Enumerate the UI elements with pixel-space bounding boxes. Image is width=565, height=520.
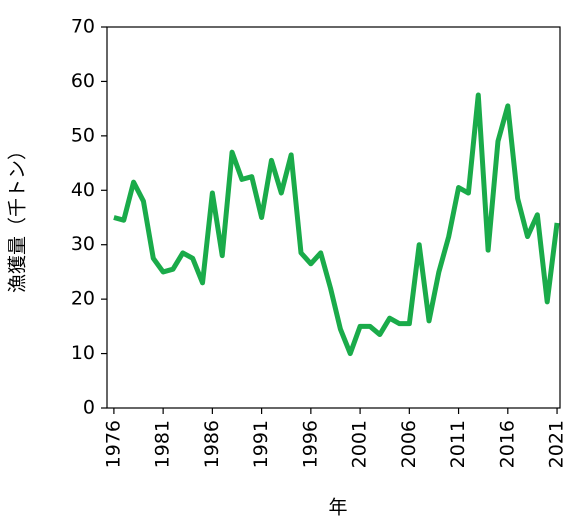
x-axis-label: 年 bbox=[328, 497, 347, 519]
y-tick-label: 30 bbox=[71, 233, 95, 255]
data-line bbox=[113, 92, 560, 357]
y-tick-label: 20 bbox=[71, 288, 95, 310]
y-axis-label: 漁獲量（千トン） bbox=[7, 141, 29, 293]
y-tick-label: 50 bbox=[71, 124, 95, 146]
x-tick-label: 2016 bbox=[496, 420, 518, 468]
x-tick-label: 1991 bbox=[250, 420, 272, 468]
y-tick-label: 40 bbox=[71, 179, 95, 201]
x-tick-label: 1996 bbox=[299, 420, 321, 468]
y-tick-label: 0 bbox=[83, 397, 95, 419]
x-tick-label: 1986 bbox=[201, 420, 223, 468]
y-tick-label: 10 bbox=[71, 342, 95, 364]
x-tick-label: 1976 bbox=[102, 420, 124, 468]
x-tick-label: 2011 bbox=[447, 420, 469, 468]
x-tick-label: 2006 bbox=[398, 420, 420, 468]
y-tick-label: 60 bbox=[71, 70, 95, 92]
plot-frame bbox=[106, 26, 561, 409]
x-tick-label: 1981 bbox=[152, 420, 174, 468]
x-tick-label: 2001 bbox=[349, 420, 371, 468]
x-tick-label: 2021 bbox=[546, 420, 565, 468]
y-tick-label: 70 bbox=[71, 16, 95, 38]
